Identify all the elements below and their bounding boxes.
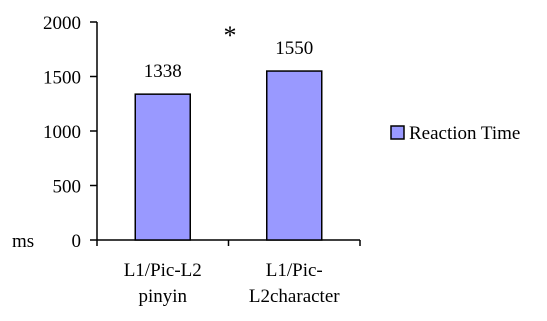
y-tick-label: 2000 bbox=[43, 13, 81, 34]
y-axis: 0 500 1000 1500 2000 bbox=[43, 13, 98, 252]
data-labels: 1338 1550 bbox=[144, 38, 314, 82]
x-axis: L1/Pic-L2 pinyin L1/Pic-L2character bbox=[96, 239, 361, 307]
bar bbox=[134, 93, 191, 241]
y-tick-label: 1000 bbox=[43, 122, 81, 143]
legend-swatch bbox=[390, 125, 405, 140]
y-tick-label: 1500 bbox=[43, 68, 81, 89]
legend: Reaction Time bbox=[390, 123, 520, 144]
y-tick-label: 0 bbox=[72, 231, 82, 252]
y-axis-label: ms bbox=[12, 231, 34, 252]
significance-annotation: * bbox=[224, 21, 237, 50]
bars bbox=[134, 70, 323, 241]
y-tick-label: 500 bbox=[53, 177, 82, 198]
legend-label: Reaction Time bbox=[409, 123, 520, 144]
bar bbox=[266, 70, 323, 241]
bar-value-label: 1550 bbox=[275, 38, 313, 59]
x-category-label: L1/Pic-L2 pinyin bbox=[124, 260, 202, 307]
bar-value-label: 1338 bbox=[144, 61, 182, 82]
x-category-label: L1/Pic-L2character bbox=[249, 260, 340, 307]
